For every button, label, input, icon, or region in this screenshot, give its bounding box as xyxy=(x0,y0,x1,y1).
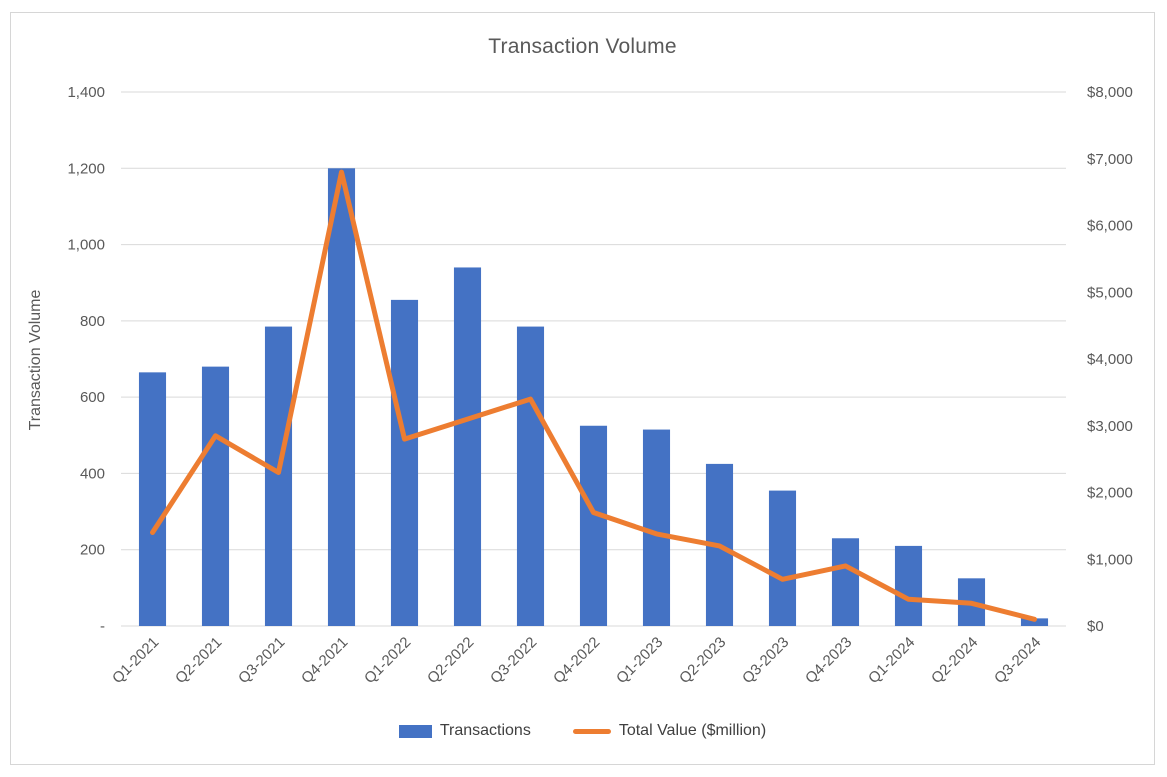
x-axis-tick-label: Q3-2021 xyxy=(235,634,288,687)
x-axis-tick-label: Q4-2023 xyxy=(802,634,855,687)
left-axis-tick-label: 1,000 xyxy=(67,237,105,254)
bar-Q3-2023[interactable] xyxy=(768,490,797,626)
left-axis-tick-label: 1,400 xyxy=(67,84,105,101)
chart-frame[interactable]: Transaction Volume Transaction Volume -2… xyxy=(10,12,1155,765)
left-axis-tick-label: 600 xyxy=(80,389,105,406)
bar-Q1-2023[interactable] xyxy=(642,429,671,626)
bar-Q2-2022[interactable] xyxy=(453,267,482,626)
x-axis-tick-label: Q4-2021 xyxy=(298,634,351,687)
x-axis-tick-label: Q2-2022 xyxy=(424,634,477,687)
bar-Q1-2021[interactable] xyxy=(138,372,167,626)
x-axis-tick-label: Q2-2023 xyxy=(676,634,729,687)
bar-series-swatch xyxy=(398,724,432,738)
chart-title: Transaction Volume xyxy=(488,35,677,58)
line-series-swatch xyxy=(572,728,611,734)
right-axis-tick-label: $7,000 xyxy=(1087,151,1133,168)
x-axis-tick-label: Q2-2024 xyxy=(928,634,981,687)
right-axis-tick-label: $8,000 xyxy=(1087,84,1133,101)
x-axis-tick-label: Q1-2023 xyxy=(613,634,666,687)
plot-area: - 200 400 600 800 1,000 1,200 1,400 $0 $1,000 $2,0… xyxy=(67,84,1133,687)
left-axis-tick-label: - xyxy=(100,618,105,635)
legend: Transactions Total Value ($million) xyxy=(11,722,1154,740)
x-axis-tick-label: Q1-2022 xyxy=(361,634,414,687)
x-axis-tick-label: Q3-2024 xyxy=(991,634,1044,687)
right-axis-tick-label: $3,000 xyxy=(1087,418,1133,435)
bar-Q4-2022[interactable] xyxy=(579,425,608,626)
x-axis-tick-label: Q1-2024 xyxy=(865,634,918,687)
x-axis-tick-label: Q4-2022 xyxy=(550,634,603,687)
bar-Q1-2024[interactable] xyxy=(894,545,923,626)
bar-Q2-2021[interactable] xyxy=(201,366,230,626)
legend-label: Transactions xyxy=(439,722,531,739)
legend-label: Total Value ($million) xyxy=(618,722,767,739)
left-axis-tick-label: 800 xyxy=(80,313,105,330)
right-axis-tick-label: $2,000 xyxy=(1087,485,1133,502)
left-axis-tick-label: 400 xyxy=(80,465,105,482)
x-axis-tick-label: Q3-2022 xyxy=(487,634,540,687)
value-line[interactable] xyxy=(150,169,1037,622)
bar-Q4-2023[interactable] xyxy=(831,538,860,626)
bar-Q4-2021[interactable] xyxy=(327,168,356,627)
right-axis-tick-label: $5,000 xyxy=(1087,284,1133,301)
legend-item-transactions[interactable]: Transactions xyxy=(398,722,531,740)
right-axis-tick-label: $4,000 xyxy=(1087,351,1133,368)
x-axis-tick-label: Q1-2021 xyxy=(109,634,162,687)
bar-Q3-2024[interactable] xyxy=(1020,618,1049,626)
left-axis-tick-label: 1,200 xyxy=(67,160,105,177)
bar-Q1-2022[interactable] xyxy=(390,299,419,626)
x-axis-tick-label: Q2-2021 xyxy=(172,634,225,687)
bar-Q3-2021[interactable] xyxy=(264,326,293,626)
left-axis-tick-label: 200 xyxy=(80,542,105,559)
legend-item-total-value[interactable]: Total Value ($million) xyxy=(572,722,767,740)
right-axis-tick-label: $0 xyxy=(1087,618,1104,635)
right-axis-tick-label: $6,000 xyxy=(1087,218,1133,235)
bar-Q3-2022[interactable] xyxy=(516,326,545,626)
x-axis-tick-label: Q3-2023 xyxy=(739,634,792,687)
right-axis-tick-label: $1,000 xyxy=(1087,551,1133,568)
